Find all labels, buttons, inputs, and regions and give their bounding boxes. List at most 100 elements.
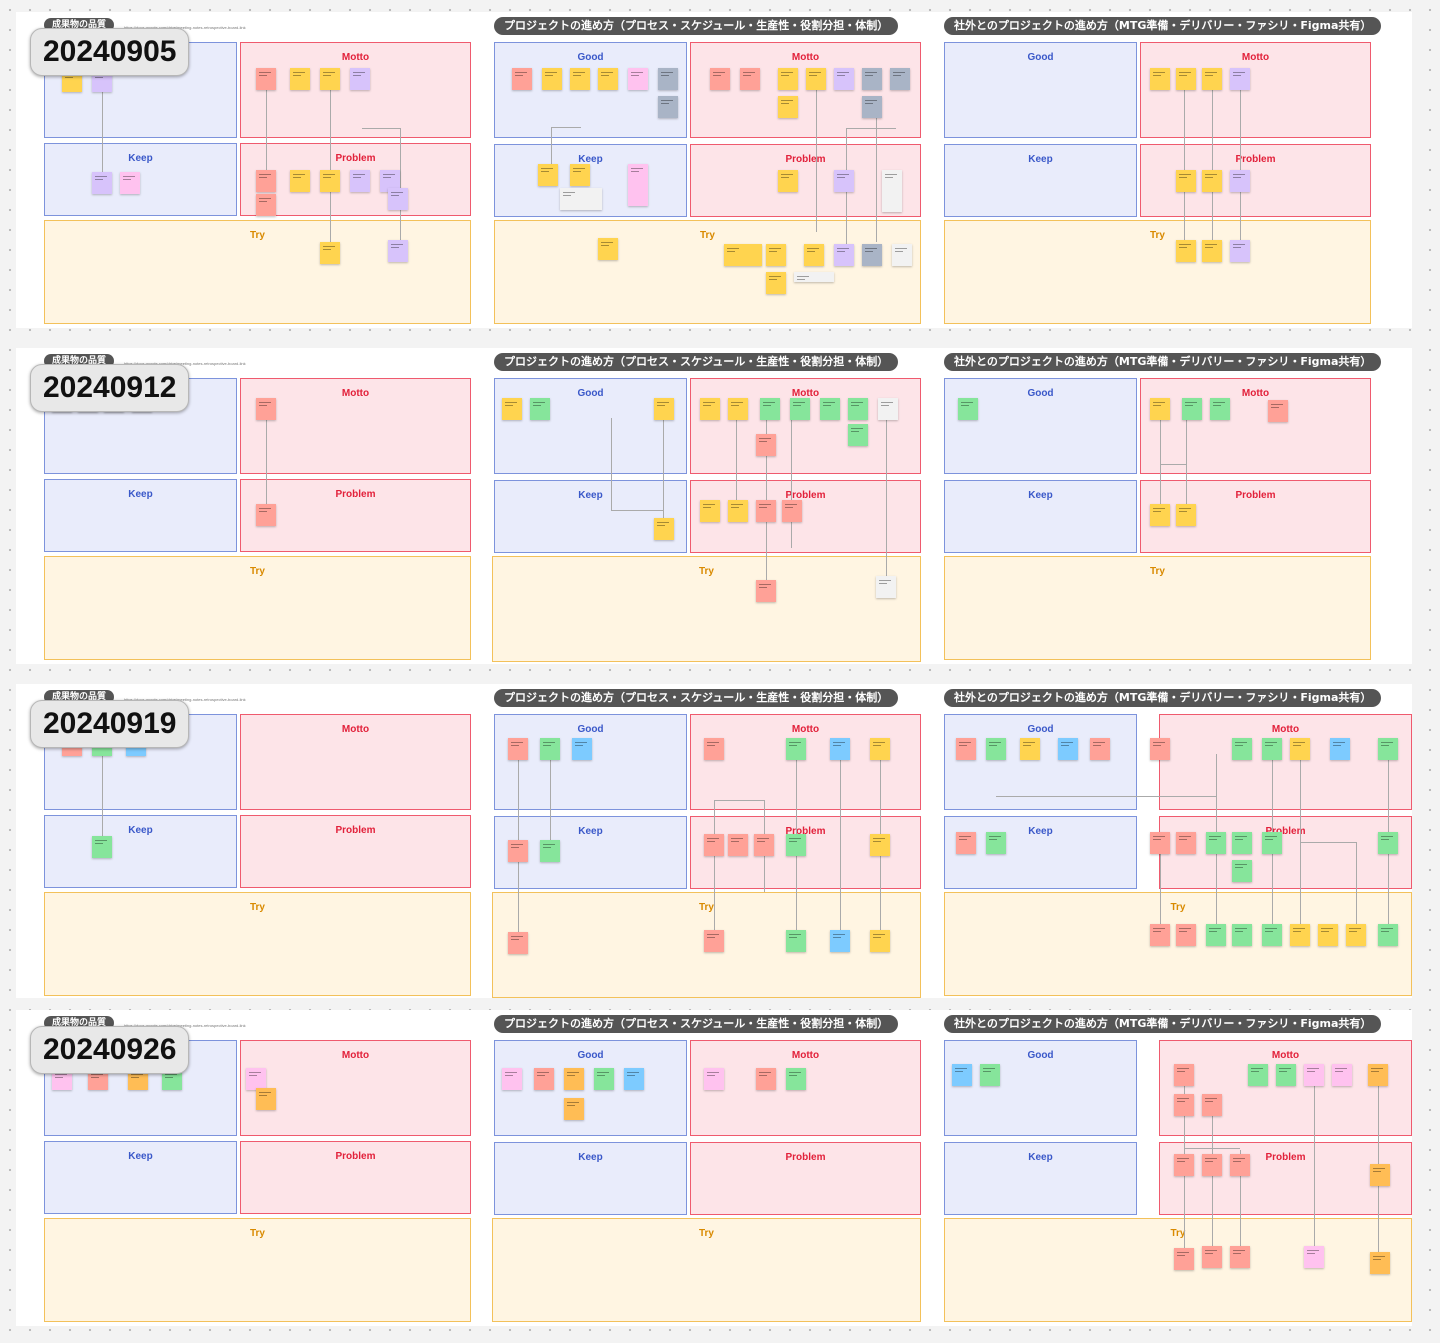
sticky-note[interactable] (290, 68, 310, 90)
sticky-note[interactable] (804, 244, 824, 266)
sticky-note[interactable] (830, 930, 850, 952)
sticky-note[interactable] (786, 1068, 806, 1090)
sticky-note[interactable] (1176, 240, 1196, 262)
sticky-note[interactable] (820, 398, 840, 420)
zone-motto[interactable]: Motto (690, 42, 921, 138)
sticky-note[interactable] (1262, 738, 1282, 760)
zone-keep[interactable]: Keep (944, 1142, 1137, 1215)
zone-motto[interactable]: Motto (690, 714, 921, 810)
sticky-note[interactable] (540, 840, 560, 862)
sticky-note[interactable] (320, 242, 340, 264)
sticky-note[interactable] (1176, 924, 1196, 946)
sticky-note[interactable] (256, 68, 276, 90)
sticky-note[interactable] (1262, 832, 1282, 854)
sticky-note[interactable] (1230, 1154, 1250, 1176)
zone-try[interactable]: Try (44, 556, 471, 660)
sticky-note[interactable] (1150, 398, 1170, 420)
zone-motto[interactable]: Motto (240, 1040, 471, 1136)
sticky-note[interactable] (570, 68, 590, 90)
sticky-note[interactable] (560, 188, 602, 210)
sticky-note[interactable] (502, 1068, 522, 1090)
sticky-note[interactable] (1232, 738, 1252, 760)
zone-motto[interactable]: Motto (240, 714, 471, 810)
sticky-note[interactable] (654, 518, 674, 540)
sticky-note[interactable] (1262, 924, 1282, 946)
sticky-note[interactable] (350, 68, 370, 90)
sticky-note[interactable] (538, 164, 558, 186)
sticky-note[interactable] (1150, 738, 1170, 760)
sticky-note[interactable] (1202, 68, 1222, 90)
sticky-note[interactable] (540, 738, 560, 760)
sticky-note[interactable] (862, 68, 882, 90)
sticky-note[interactable] (782, 500, 802, 522)
zone-problem[interactable]: Problem (240, 479, 471, 552)
sticky-note[interactable] (1174, 1154, 1194, 1176)
sticky-note[interactable] (986, 738, 1006, 760)
zone-good[interactable]: Good (494, 714, 687, 810)
frame-label-project-process[interactable]: プロジェクトの進め方（プロセス・スケジュール・生産性・役割分担・体制） (494, 17, 899, 35)
sticky-note[interactable] (1248, 1064, 1268, 1086)
sticky-note[interactable] (1174, 1248, 1194, 1270)
sticky-note[interactable] (380, 170, 400, 192)
sticky-note[interactable] (848, 398, 868, 420)
sticky-note[interactable] (502, 398, 522, 420)
sticky-note[interactable] (958, 398, 978, 420)
zone-try[interactable]: Try (944, 220, 1371, 324)
sticky-note[interactable] (1176, 832, 1196, 854)
zone-problem[interactable]: Problem (1159, 816, 1412, 889)
sticky-note[interactable] (256, 504, 276, 526)
sticky-note[interactable] (870, 930, 890, 952)
sticky-note[interactable] (704, 834, 724, 856)
sticky-note[interactable] (1174, 1064, 1194, 1086)
zone-keep[interactable]: Keep (494, 1142, 687, 1215)
sticky-note[interactable] (1202, 170, 1222, 192)
sticky-note[interactable] (892, 244, 912, 266)
zone-good[interactable]: Good (494, 378, 687, 474)
sticky-note[interactable] (1346, 924, 1366, 946)
sticky-note[interactable] (786, 834, 806, 856)
board-date-label[interactable]: 20240919 (30, 700, 190, 748)
frame-label-external-project[interactable]: 社外とのプロジェクトの進め方（MTG準備・デリバリー・ファシリ・Figma共有） (944, 1015, 1382, 1033)
sticky-note[interactable] (388, 240, 408, 262)
sticky-note[interactable] (724, 244, 762, 266)
zone-keep[interactable]: Keep (944, 480, 1137, 553)
sticky-note[interactable] (1304, 1246, 1324, 1268)
zone-problem[interactable]: Problem (240, 1141, 471, 1214)
sticky-note[interactable] (1210, 398, 1230, 420)
sticky-note[interactable] (572, 738, 592, 760)
sticky-note[interactable] (542, 68, 562, 90)
sticky-note[interactable] (952, 1064, 972, 1086)
sticky-note[interactable] (1230, 68, 1250, 90)
frame-url[interactable]: https://docs.google.com/drive/meeting-no… (124, 1023, 246, 1028)
zone-good[interactable]: Good (944, 1040, 1137, 1136)
sticky-note[interactable] (570, 164, 590, 186)
sticky-note[interactable] (1370, 1164, 1390, 1186)
sticky-note[interactable] (862, 96, 882, 118)
sticky-note[interactable] (1232, 860, 1252, 882)
sticky-note[interactable] (1378, 924, 1398, 946)
sticky-note[interactable] (530, 398, 550, 420)
sticky-note[interactable] (128, 1070, 148, 1090)
sticky-note[interactable] (1150, 924, 1170, 946)
sticky-note[interactable] (598, 68, 618, 90)
sticky-note[interactable] (508, 840, 528, 862)
sticky-note[interactable] (654, 398, 674, 420)
sticky-note[interactable] (1202, 1154, 1222, 1176)
sticky-note[interactable] (256, 194, 276, 216)
sticky-note[interactable] (728, 500, 748, 522)
sticky-note[interactable] (256, 170, 276, 192)
zone-try[interactable]: Try (494, 220, 921, 324)
sticky-note[interactable] (564, 1098, 584, 1120)
sticky-note[interactable] (728, 398, 748, 420)
sticky-note[interactable] (1318, 924, 1338, 946)
board-date-label[interactable]: 20240912 (30, 364, 190, 412)
sticky-note[interactable] (92, 172, 112, 194)
zone-motto[interactable]: Motto (1159, 714, 1412, 810)
board-date-label[interactable]: 20240905 (30, 28, 190, 76)
sticky-note[interactable] (162, 1070, 182, 1090)
sticky-note[interactable] (88, 1070, 108, 1090)
frame-url[interactable]: https://docs.google.com/drive/meeting-no… (124, 697, 246, 702)
frame-label-project-process[interactable]: プロジェクトの進め方（プロセス・スケジュール・生産性・役割分担・体制） (494, 1015, 899, 1033)
sticky-note[interactable] (1020, 738, 1040, 760)
zone-keep[interactable]: Keep (494, 480, 687, 553)
